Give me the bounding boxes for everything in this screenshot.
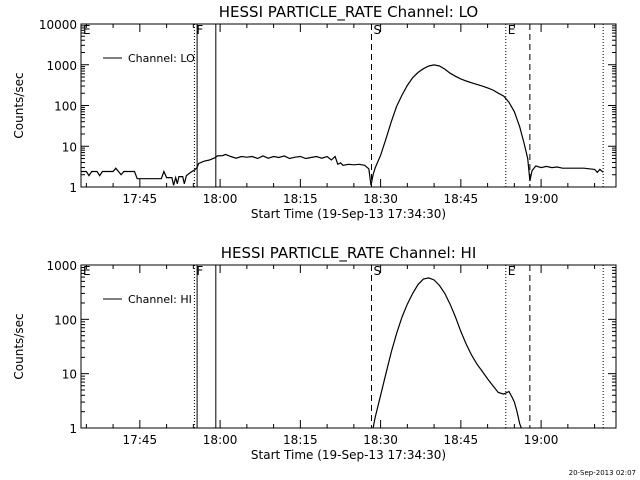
legend-label: Channel: HI (128, 293, 192, 306)
event-marker-label: E (508, 23, 516, 37)
lo-channel-chart: HESSI PARTICLE_RATE Channel: LO 17:45 18:0… (12, 3, 617, 221)
y-tick-label: 1 (69, 181, 77, 195)
event-marker-label: F (196, 264, 203, 278)
event-marker-label: E (83, 264, 91, 278)
data-series-line (372, 277, 522, 429)
event-marker-label: F (196, 23, 203, 37)
event-marker-label: E (508, 264, 516, 278)
x-tick-label: 18:00 (203, 433, 238, 447)
x-tick-label: 18:45 (444, 433, 479, 447)
plot-frame (80, 264, 617, 429)
y-tick-label: 10000 (39, 18, 77, 32)
chart-title: HESSI PARTICLE_RATE Channel: HI (221, 244, 477, 263)
event-marker-label: S (374, 23, 382, 37)
x-tick-label: 17:45 (123, 192, 158, 206)
y-tick-label: 1000 (46, 259, 77, 273)
y-tick-label: 100 (54, 313, 77, 327)
plot-frame (80, 23, 617, 188)
event-marker-label: S (374, 264, 382, 278)
x-tick-label: 19:00 (524, 433, 559, 447)
generation-timestamp: 20-Sep-2013 02:07 (569, 469, 636, 477)
y-tick-label: 1 (69, 422, 77, 436)
y-tick-label: 1000 (46, 59, 77, 73)
y-tick-label: 10 (62, 368, 77, 382)
chart-title: HESSI PARTICLE_RATE Channel: LO (219, 3, 478, 22)
data-series-line (81, 64, 604, 186)
x-axis-label: Start Time (19-Sep-13 17:34:30) (251, 448, 446, 462)
x-axis-label: Start Time (19-Sep-13 17:34:30) (251, 207, 446, 221)
x-tick-label: 19:00 (524, 192, 559, 206)
y-axis-label: Counts/sec (12, 313, 26, 379)
x-tick-label: 18:00 (203, 192, 238, 206)
hi-channel-chart: HESSI PARTICLE_RATE Channel: HI 17:45 18:0… (12, 244, 617, 462)
y-tick-label: 10 (62, 140, 77, 154)
x-tick-label: 18:30 (363, 192, 398, 206)
x-tick-label: 18:15 (283, 192, 318, 206)
x-tick-label: 18:15 (283, 433, 318, 447)
event-marker-label: E (83, 23, 91, 37)
x-tick-label: 18:45 (444, 192, 479, 206)
x-tick-label: 17:45 (123, 433, 158, 447)
x-tick-label: 18:30 (363, 433, 398, 447)
legend-label: Channel: LO (128, 52, 195, 65)
y-axis-label: Counts/sec (12, 72, 26, 138)
y-tick-label: 100 (54, 100, 77, 114)
